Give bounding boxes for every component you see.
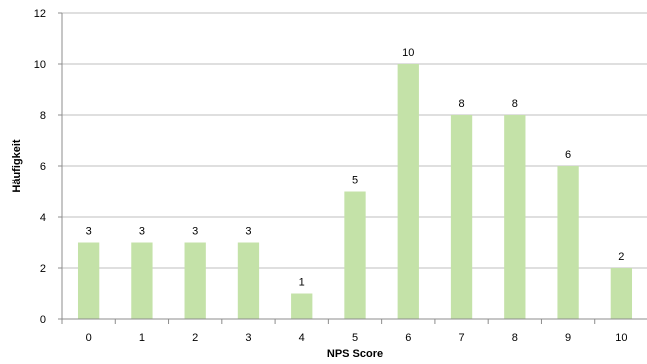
x-tick-label: 5 (352, 332, 358, 344)
bar (291, 293, 313, 319)
data-label: 3 (139, 226, 145, 238)
x-axis: 0 1 2 3 4 5 6 7 8 9 10 (61, 318, 647, 344)
data-label: 6 (565, 149, 571, 161)
bar (344, 191, 366, 319)
data-label: 3 (86, 226, 92, 238)
data-label: 8 (458, 98, 464, 110)
bar (450, 115, 473, 319)
y-axis: 0 2 4 6 8 10 12 (34, 8, 63, 326)
bar (610, 268, 633, 319)
data-label: 2 (618, 251, 624, 263)
data-label: 10 (402, 47, 414, 59)
bar (131, 242, 153, 319)
data-label: 5 (352, 175, 358, 187)
x-tick-label: 9 (565, 332, 571, 344)
bars (77, 64, 633, 319)
y-tick-label: 0 (40, 314, 46, 326)
bar (504, 115, 526, 319)
data-label: 1 (299, 277, 305, 289)
x-axis-title: NPS Score (327, 348, 383, 360)
x-tick-label: 8 (512, 332, 518, 344)
x-tick-label: 10 (615, 332, 627, 344)
gridlines (62, 12, 647, 269)
y-tick-label: 10 (34, 59, 46, 71)
x-tick-label: 7 (458, 332, 464, 344)
x-tick-label: 3 (245, 332, 251, 344)
bar (397, 64, 419, 319)
y-tick-label: 4 (40, 212, 46, 224)
data-label: 3 (192, 226, 198, 238)
x-tick-label: 2 (192, 332, 198, 344)
x-tick-label: 6 (405, 332, 411, 344)
y-tick-label: 8 (40, 110, 46, 122)
bar (77, 242, 100, 319)
data-label: 3 (245, 226, 251, 238)
y-tick-label: 12 (34, 8, 46, 20)
y-axis-title: Häufigkeit (11, 139, 23, 193)
x-tick-label: 1 (139, 332, 145, 344)
data-labels: 3 3 3 3 1 5 10 8 8 6 2 (86, 47, 625, 289)
bar (237, 242, 260, 319)
x-tick-label: 0 (86, 332, 92, 344)
y-tick-label: 2 (40, 263, 46, 275)
bar (557, 166, 579, 319)
x-tick-label: 4 (299, 332, 305, 344)
bar (184, 242, 206, 319)
y-tick-label: 6 (40, 161, 46, 173)
data-label: 8 (512, 98, 518, 110)
